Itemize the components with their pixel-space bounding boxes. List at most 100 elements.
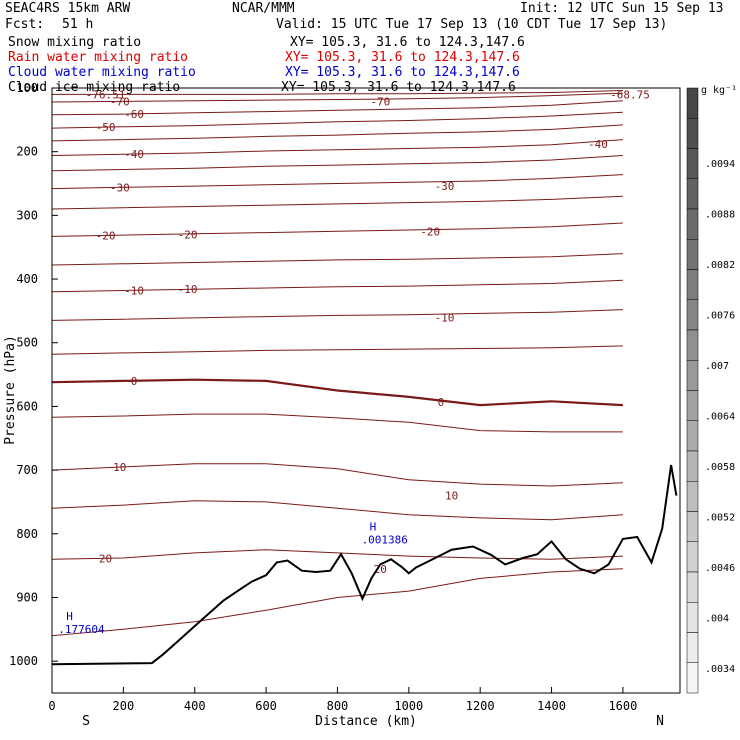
colorbar-swatch [686, 511, 699, 542]
contour-label: 10 [113, 461, 126, 474]
x-tick-label: 1200 [466, 699, 495, 713]
colorbar-swatch [686, 269, 699, 300]
x-axis-label: Distance (km) [315, 714, 417, 729]
forecast-hours: 51 h [62, 17, 94, 32]
colorbar-swatch [686, 360, 699, 391]
colorbar-label: .0046 [705, 563, 735, 574]
field-name-cloud-water: Cloud water mixing ratio [8, 65, 196, 80]
contour-line [52, 309, 623, 321]
colorbar-unit: g kg⁻¹ [701, 85, 737, 96]
contour-line [52, 139, 623, 156]
colorbar-swatch [686, 662, 699, 694]
colorbar-swatch [686, 420, 699, 452]
contour-label: 20 [99, 552, 112, 565]
colorbar-label: .0088 [705, 210, 735, 221]
contour-line [52, 463, 623, 487]
colorbar-label: .0034 [705, 664, 735, 675]
y-tick-label: 100 [16, 81, 38, 95]
contour-label: -10 [178, 283, 198, 296]
forecast-label: Fcst: [5, 17, 45, 32]
y-axis-ticks: 100 200 300 400 500 600 700 800 900 1000 [9, 81, 58, 668]
colorbar-label: .0052 [705, 513, 735, 524]
contour-line [52, 90, 623, 95]
colorbar-swatch [686, 178, 699, 210]
x-tick-label: 0 [48, 699, 55, 713]
terrain-profile [52, 464, 678, 666]
contour-line [52, 413, 623, 433]
colorbar-swatch [686, 541, 699, 573]
x-tick-label: 1000 [394, 699, 423, 713]
contour-label: -40 [588, 138, 608, 151]
org-label: NCAR/MMM [232, 1, 295, 16]
init-time: Init: 12 UTC Sun 15 Sep 13 [520, 1, 724, 16]
colorbar-label: .0082 [705, 260, 735, 271]
colorbar-label: .0058 [705, 462, 735, 473]
colorbar-label: .0064 [705, 412, 735, 423]
contour-line [52, 111, 623, 129]
x-tick-label: 1400 [537, 699, 566, 713]
colorbar-swatch [686, 329, 699, 361]
contour-label: 0 [131, 375, 138, 388]
y-tick-label: 300 [16, 208, 38, 222]
colorbar-swatch [686, 632, 699, 663]
contour-line [52, 279, 623, 293]
colorbar-swatch [686, 450, 699, 482]
field-name-snow: Snow mixing ratio [8, 35, 142, 50]
south-endpoint-label: S [82, 714, 90, 729]
colorbar-swatch [686, 299, 699, 331]
contour-line [52, 92, 623, 103]
contour-label: -50 [96, 121, 116, 134]
cloud-water-max-marker: H [370, 521, 377, 534]
contour-line [52, 500, 623, 521]
contour-line [52, 378, 623, 407]
colorbar-swatch [686, 208, 699, 240]
y-tick-label: 900 [16, 590, 38, 604]
field-name-rain: Rain water mixing ratio [8, 50, 189, 65]
colorbar-label: .0076 [705, 311, 735, 322]
contour-line [52, 155, 623, 172]
field-xy-snow: XY= 105.3, 31.6 to 124.3,147.6 [290, 35, 525, 50]
y-tick-label: 500 [16, 336, 38, 350]
contour-line [52, 222, 623, 237]
contour-labels: -76.51-70-60-50-40-30-20-1001020-70-68.7… [86, 88, 650, 575]
colorbar-label: .0094 [705, 159, 735, 170]
contour-label: -30 [435, 180, 455, 193]
contour-label: 10 [445, 490, 458, 503]
y-tick-label: 600 [16, 399, 38, 413]
colorbar-swatch [686, 118, 699, 149]
colorbar-swatch [686, 571, 699, 603]
contour-label: -40 [124, 148, 144, 161]
x-tick-label: 800 [327, 699, 349, 713]
contour-label: -10 [435, 311, 455, 324]
contour-label: -70 [370, 95, 390, 108]
y-tick-label: 1000 [9, 654, 38, 668]
colorbar-swatch [686, 390, 699, 421]
x-tick-label: 400 [184, 699, 206, 713]
field-xy-cloud-water: XY= 105.3, 31.6 to 124.3,147.6 [285, 65, 520, 80]
contour-label: 20 [374, 563, 387, 576]
contour-label: -10 [124, 284, 144, 297]
model-title: SEAC4RS 15km ARW [5, 1, 131, 16]
contour-label: -20 [420, 225, 440, 238]
temperature-contours [52, 90, 623, 637]
y-tick-label: 700 [16, 463, 38, 477]
contour-label: -60 [124, 108, 144, 121]
contour-label: -20 [96, 229, 116, 242]
colorbar-label: .007 [705, 361, 729, 372]
colorbar-swatch [686, 148, 699, 179]
cloud-water-max-value: .001386 [362, 534, 408, 547]
colorbar-swatch [686, 239, 699, 270]
contour-line [52, 195, 623, 210]
y-tick-label: 800 [16, 527, 38, 541]
terrain-line [52, 464, 678, 666]
x-axis-ticks: 0 200 400 600 800 1000 1200 1400 1600 [48, 687, 637, 713]
contour-label: -20 [178, 228, 198, 241]
colorbar-label: .004 [705, 614, 729, 625]
colorbar-swatch [686, 87, 699, 119]
contour-label: 0 [438, 396, 445, 409]
contour-line [52, 568, 623, 637]
plot-frame [51, 87, 681, 694]
contour-line [52, 100, 623, 116]
contour-label: -76.51 [86, 88, 126, 101]
